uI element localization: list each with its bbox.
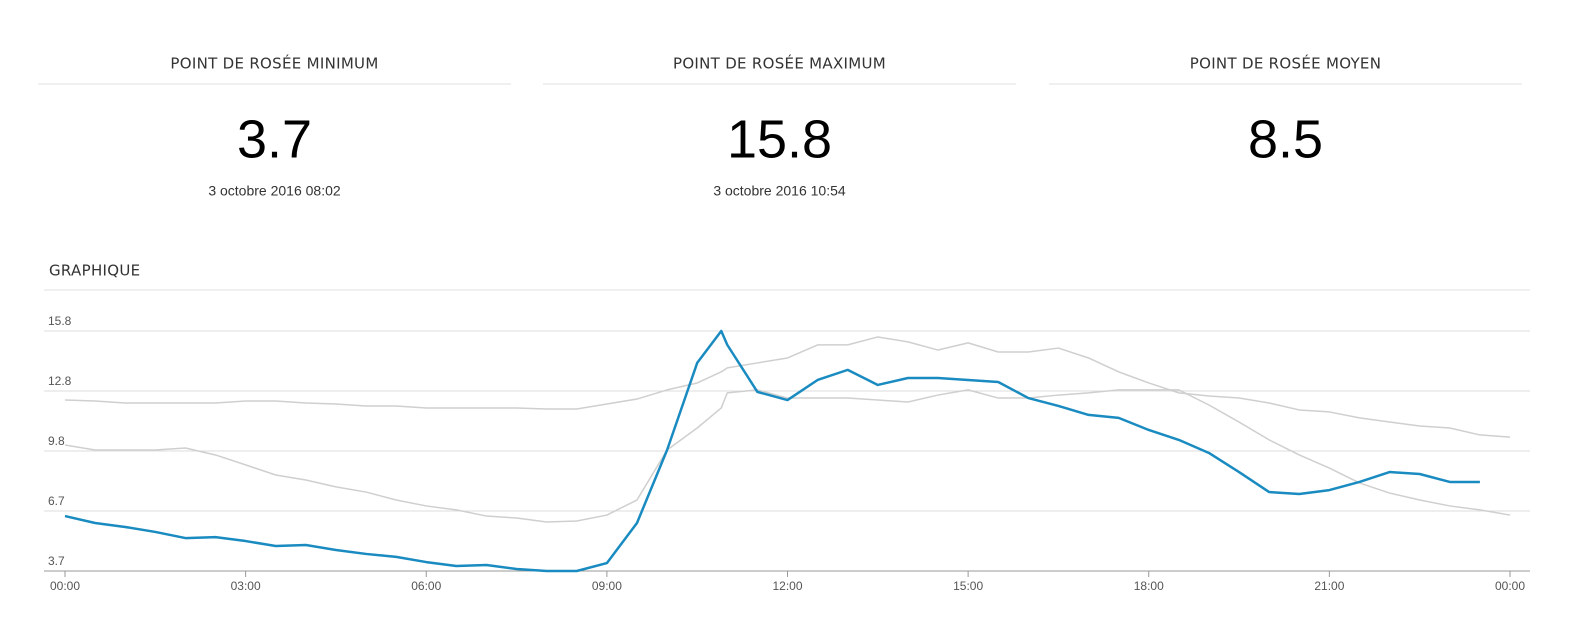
- stat-title: POINT DE ROSÉE MINIMUM: [170, 54, 378, 73]
- y-tick-label: 12.8: [48, 374, 72, 388]
- x-tick-label: 15:00: [953, 579, 983, 593]
- x-tick-label: 12:00: [772, 579, 802, 593]
- stat-value: 15.8: [727, 109, 832, 169]
- x-tick-label: 21:00: [1314, 579, 1344, 593]
- stat-date: 3 octobre 2016 08:02: [208, 183, 341, 199]
- series-line: [64, 329, 1480, 573]
- section-title: GRAPHIQUE: [49, 262, 140, 280]
- x-tick-label: 03:00: [231, 579, 261, 593]
- series-line: [64, 336, 1511, 438]
- stat-date: 3 octobre 2016 10:54: [713, 183, 846, 199]
- x-tick-label: 09:00: [592, 579, 622, 593]
- series-line: [64, 389, 1511, 523]
- stat-value: 3.7: [237, 109, 312, 169]
- x-tick-label: 00:00: [50, 579, 80, 593]
- stat-title: POINT DE ROSÉE MAXIMUM: [673, 54, 886, 73]
- x-tick-label: 06:00: [411, 579, 441, 593]
- y-tick-label: 9.8: [48, 434, 65, 448]
- stat-title: POINT DE ROSÉE MOYEN: [1190, 54, 1382, 73]
- y-tick-label: 3.7: [48, 554, 65, 568]
- y-tick-label: 15.8: [48, 314, 72, 328]
- x-tick-label: 18:00: [1134, 579, 1164, 593]
- y-tick-label: 6.7: [48, 494, 65, 508]
- x-tick-label: 00:00: [1495, 579, 1525, 593]
- stat-value: 8.5: [1248, 109, 1323, 169]
